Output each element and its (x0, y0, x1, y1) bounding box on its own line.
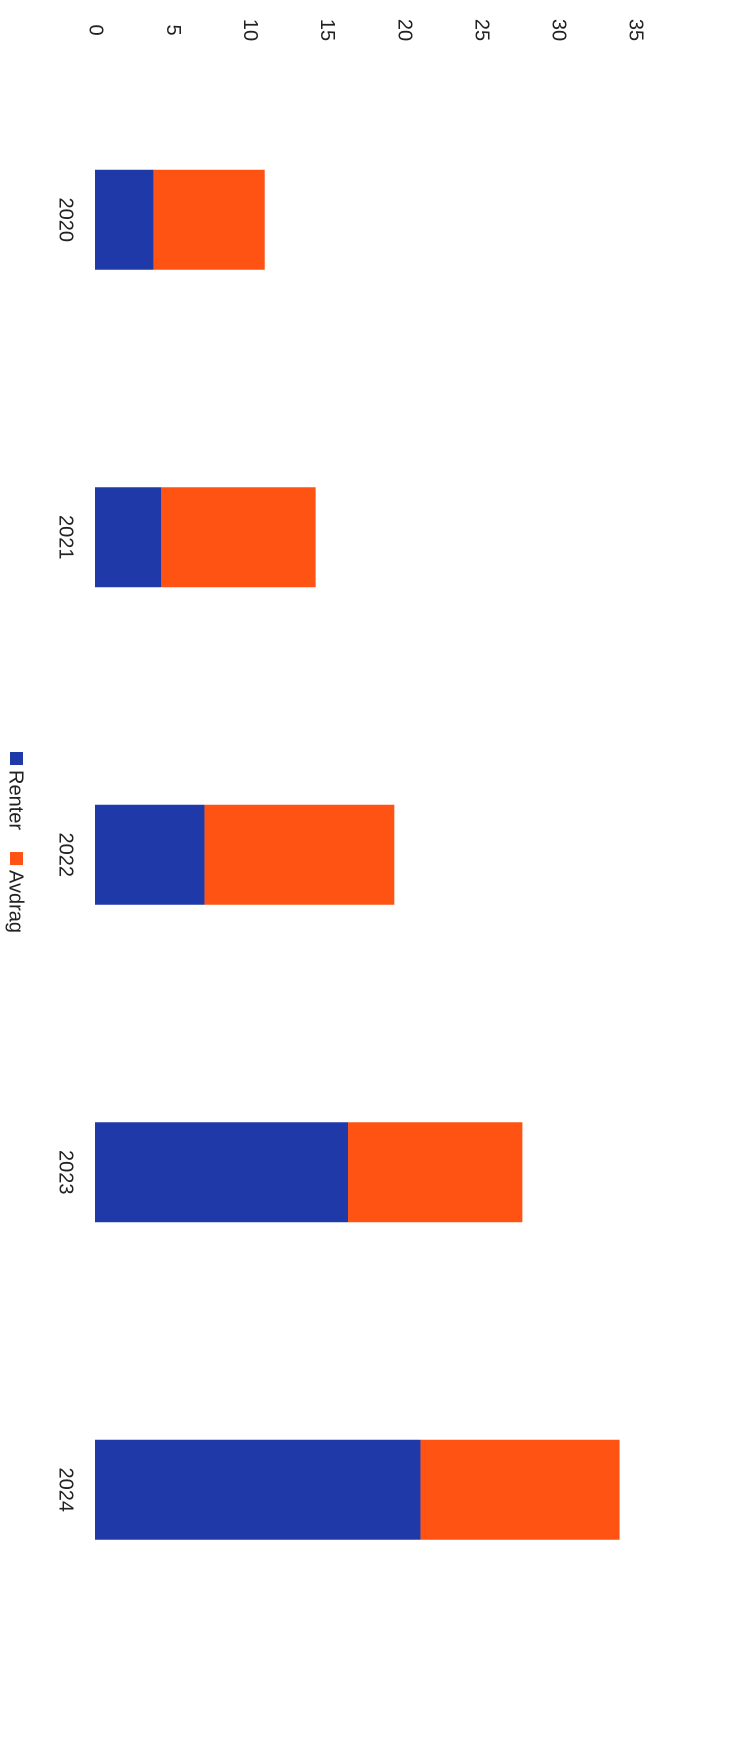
y-tick-label: 25 (470, 19, 492, 41)
y-tick-label: 35 (625, 19, 647, 41)
bar-segment (95, 1439, 421, 1540)
bar-segment (94, 487, 162, 588)
legend-label: Avdrag (5, 870, 27, 933)
rotated-frame: 0 5 10 15 20 25 30 35 2020 2021 2022 2023 2024 Renter… (5, 19, 647, 1540)
legend-swatch (10, 752, 23, 765)
x-tick-label: 2021 (55, 515, 77, 560)
bar-segment (348, 1122, 523, 1223)
y-tick-label: 20 (393, 19, 415, 41)
bar-segment (161, 487, 316, 588)
bar-segment (204, 804, 395, 905)
y-tick-label: 0 (85, 24, 107, 35)
y-tick-label: 30 (548, 19, 570, 41)
legend-label: Renter (5, 770, 27, 830)
bar-segment (153, 169, 265, 270)
x-tick-label: 2023 (55, 1150, 77, 1195)
bar-segment (94, 804, 205, 905)
x-tick-label: 2024 (55, 1468, 77, 1513)
y-tick-label: 15 (316, 19, 338, 41)
y-tick-label: 5 (162, 24, 184, 35)
bar-segment (95, 169, 154, 270)
y-tick-label: 10 (239, 19, 261, 41)
x-tick-label: 2022 (55, 833, 77, 878)
legend-swatch (10, 852, 23, 866)
bar-segment (420, 1439, 620, 1540)
x-tick-label: 2020 (55, 198, 77, 243)
bar-segment (95, 1122, 349, 1223)
